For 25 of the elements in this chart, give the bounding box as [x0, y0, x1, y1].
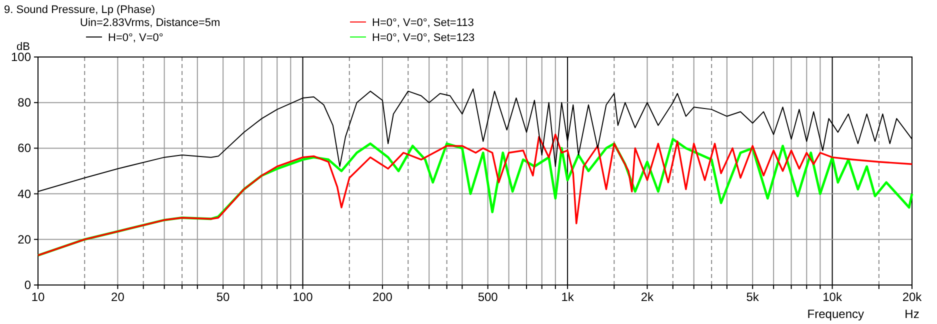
x-axis-title: Frequency [807, 307, 864, 321]
y-tick-label: 80 [18, 96, 32, 110]
y-tick-label: 20 [18, 232, 32, 246]
text: Hz [904, 307, 920, 321]
chart-title: 9. Sound Pressure, Lp (Phase) [4, 4, 156, 16]
x-tick-label: 20k [902, 290, 923, 304]
y-axis-title: dB [16, 41, 30, 53]
legend-label: H=0°, V=0° [108, 32, 164, 44]
x-tick-label: 10k [822, 290, 843, 304]
y-tick-label: 40 [18, 186, 32, 201]
x-tick-label: 2k [640, 290, 655, 304]
y-tick-label: 0 [24, 278, 32, 292]
x-tick-label: 1k [561, 290, 575, 304]
legend-label: H=0°, V=0°, Set=123 [372, 32, 475, 44]
x-tick-label: 50 [216, 290, 230, 304]
y-tick-label: 100 [10, 50, 32, 64]
x-tick-label: 20 [111, 290, 125, 304]
y-tick-label: 60 [18, 141, 32, 156]
x-tick-label: 200 [372, 290, 393, 304]
x-tick-label: 10 [31, 290, 45, 304]
legend-label: H=0°, V=0°, Set=113 [372, 17, 474, 29]
text: Uin=2.83Vrms, Distance=5m [80, 17, 220, 29]
x-tick-label: 5k [746, 290, 760, 304]
x-tick-label: 500 [478, 290, 498, 304]
x-tick-label: 100 [292, 290, 314, 304]
